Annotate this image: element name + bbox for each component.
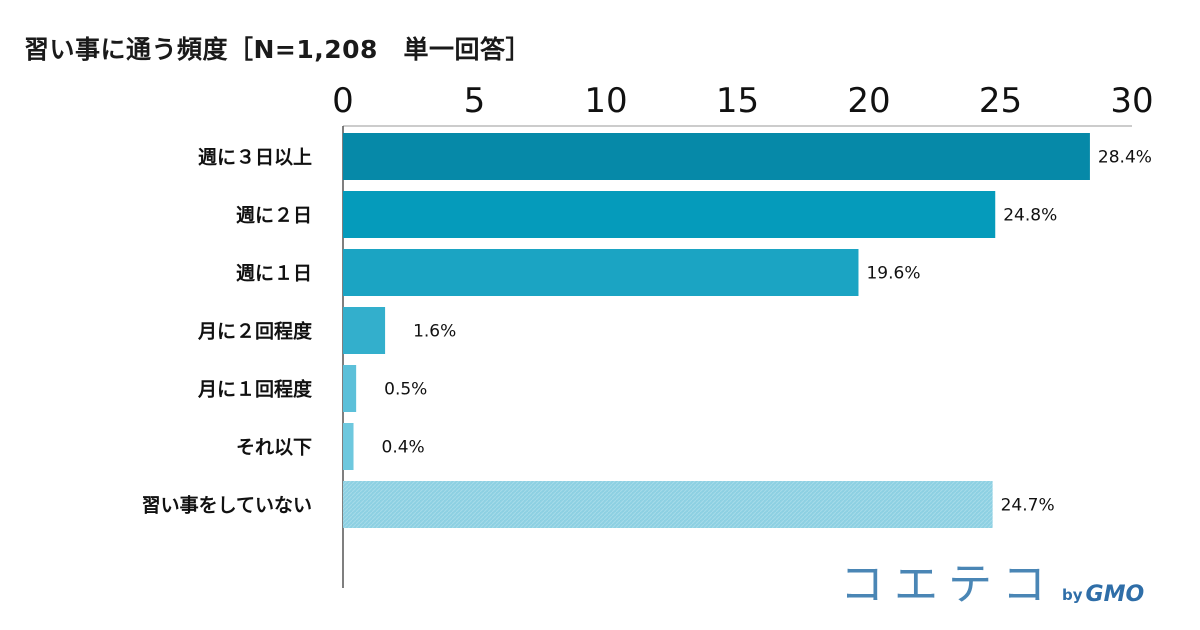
data-label: 24.8% (1003, 206, 1057, 226)
bar (343, 365, 357, 412)
x-tick-label: 20 (847, 81, 890, 121)
data-label: 19.6% (866, 264, 920, 284)
category-label: 週に２日 (236, 205, 312, 227)
x-tick-label: 5 (464, 81, 486, 121)
bar (343, 249, 859, 296)
x-tick-label: 30 (1110, 81, 1153, 121)
data-label: 0.4% (382, 438, 425, 458)
data-label: 1.6% (413, 322, 456, 342)
brand-by: by (1062, 586, 1083, 604)
category-label: 習い事をしていない (142, 494, 312, 517)
bar (343, 133, 1090, 180)
category-label: 月に１回程度 (197, 378, 313, 401)
brand-logo: コエテコ by GMO (840, 548, 1144, 612)
category-label: 週に１日 (236, 263, 312, 285)
category-label: それ以下 (236, 437, 312, 459)
x-tick-label: 25 (979, 81, 1022, 121)
bar (343, 191, 996, 238)
bar (343, 307, 386, 354)
chart-title: 習い事に通う頻度［N=1,208 単一回答］ (24, 35, 531, 64)
brand-company: GMO (1085, 582, 1145, 607)
data-label: 28.4% (1098, 148, 1152, 168)
data-label: 0.5% (384, 380, 427, 400)
bar (343, 423, 354, 470)
x-tick-label: 10 (584, 81, 627, 121)
x-tick-label: 15 (716, 81, 759, 121)
brand-name: コエテコ (840, 559, 1056, 610)
data-label: 24.7% (1001, 496, 1055, 516)
bar (343, 481, 993, 528)
category-label: 週に３日以上 (198, 147, 312, 169)
category-label: 月に２回程度 (197, 320, 313, 343)
x-tick-label: 0 (332, 81, 354, 121)
